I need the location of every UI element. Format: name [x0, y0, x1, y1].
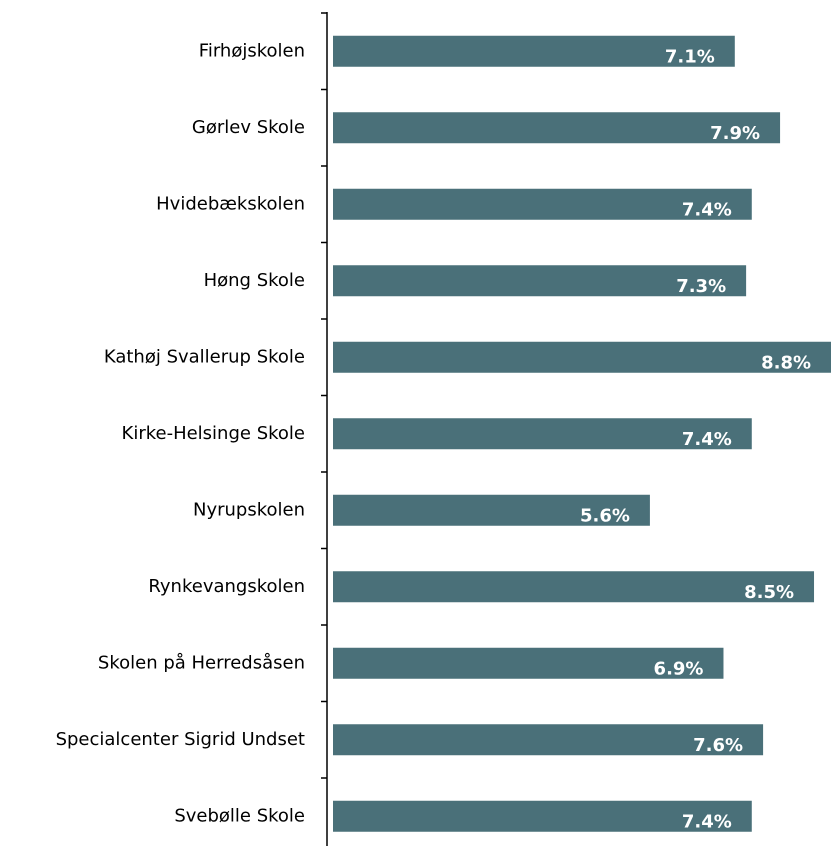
category-label: Kirke-Helsinge Skole — [122, 423, 305, 444]
value-label: 8.5% — [744, 582, 794, 603]
category-label: Hvidebækskolen — [156, 193, 305, 214]
category-label: Rynkevangskolen — [148, 576, 305, 597]
value-label: 7.9% — [710, 123, 760, 144]
bar — [333, 341, 831, 373]
category-label: Specialcenter Sigrid Undset — [56, 729, 305, 750]
bar — [333, 112, 781, 144]
bar — [333, 647, 724, 679]
bar — [333, 724, 764, 756]
category-label: Høng Skole — [204, 270, 305, 291]
bar — [333, 571, 815, 603]
category-label: Svebølle Skole — [174, 805, 305, 826]
value-label: 6.9% — [654, 658, 704, 679]
value-label: 8.8% — [761, 352, 811, 373]
value-label: 7.4% — [682, 199, 732, 220]
value-label: 7.1% — [665, 46, 715, 67]
category-label: Firhøjskolen — [199, 40, 305, 61]
bar — [333, 800, 752, 832]
category-label: Nyrupskolen — [193, 499, 305, 520]
bar — [333, 265, 747, 297]
bar — [333, 188, 752, 220]
category-label: Gørlev Skole — [192, 117, 305, 138]
value-label: 5.6% — [580, 505, 630, 526]
value-label: 7.4% — [682, 811, 732, 832]
value-label: 7.6% — [693, 735, 743, 756]
bar — [333, 35, 735, 67]
bar — [333, 494, 650, 526]
category-label: Skolen på Herredsåsen — [98, 652, 305, 673]
category-label: Kathøj Svallerup Skole — [104, 346, 305, 367]
value-label: 7.3% — [676, 276, 726, 297]
bar — [333, 418, 752, 450]
value-label: 7.4% — [682, 429, 732, 450]
